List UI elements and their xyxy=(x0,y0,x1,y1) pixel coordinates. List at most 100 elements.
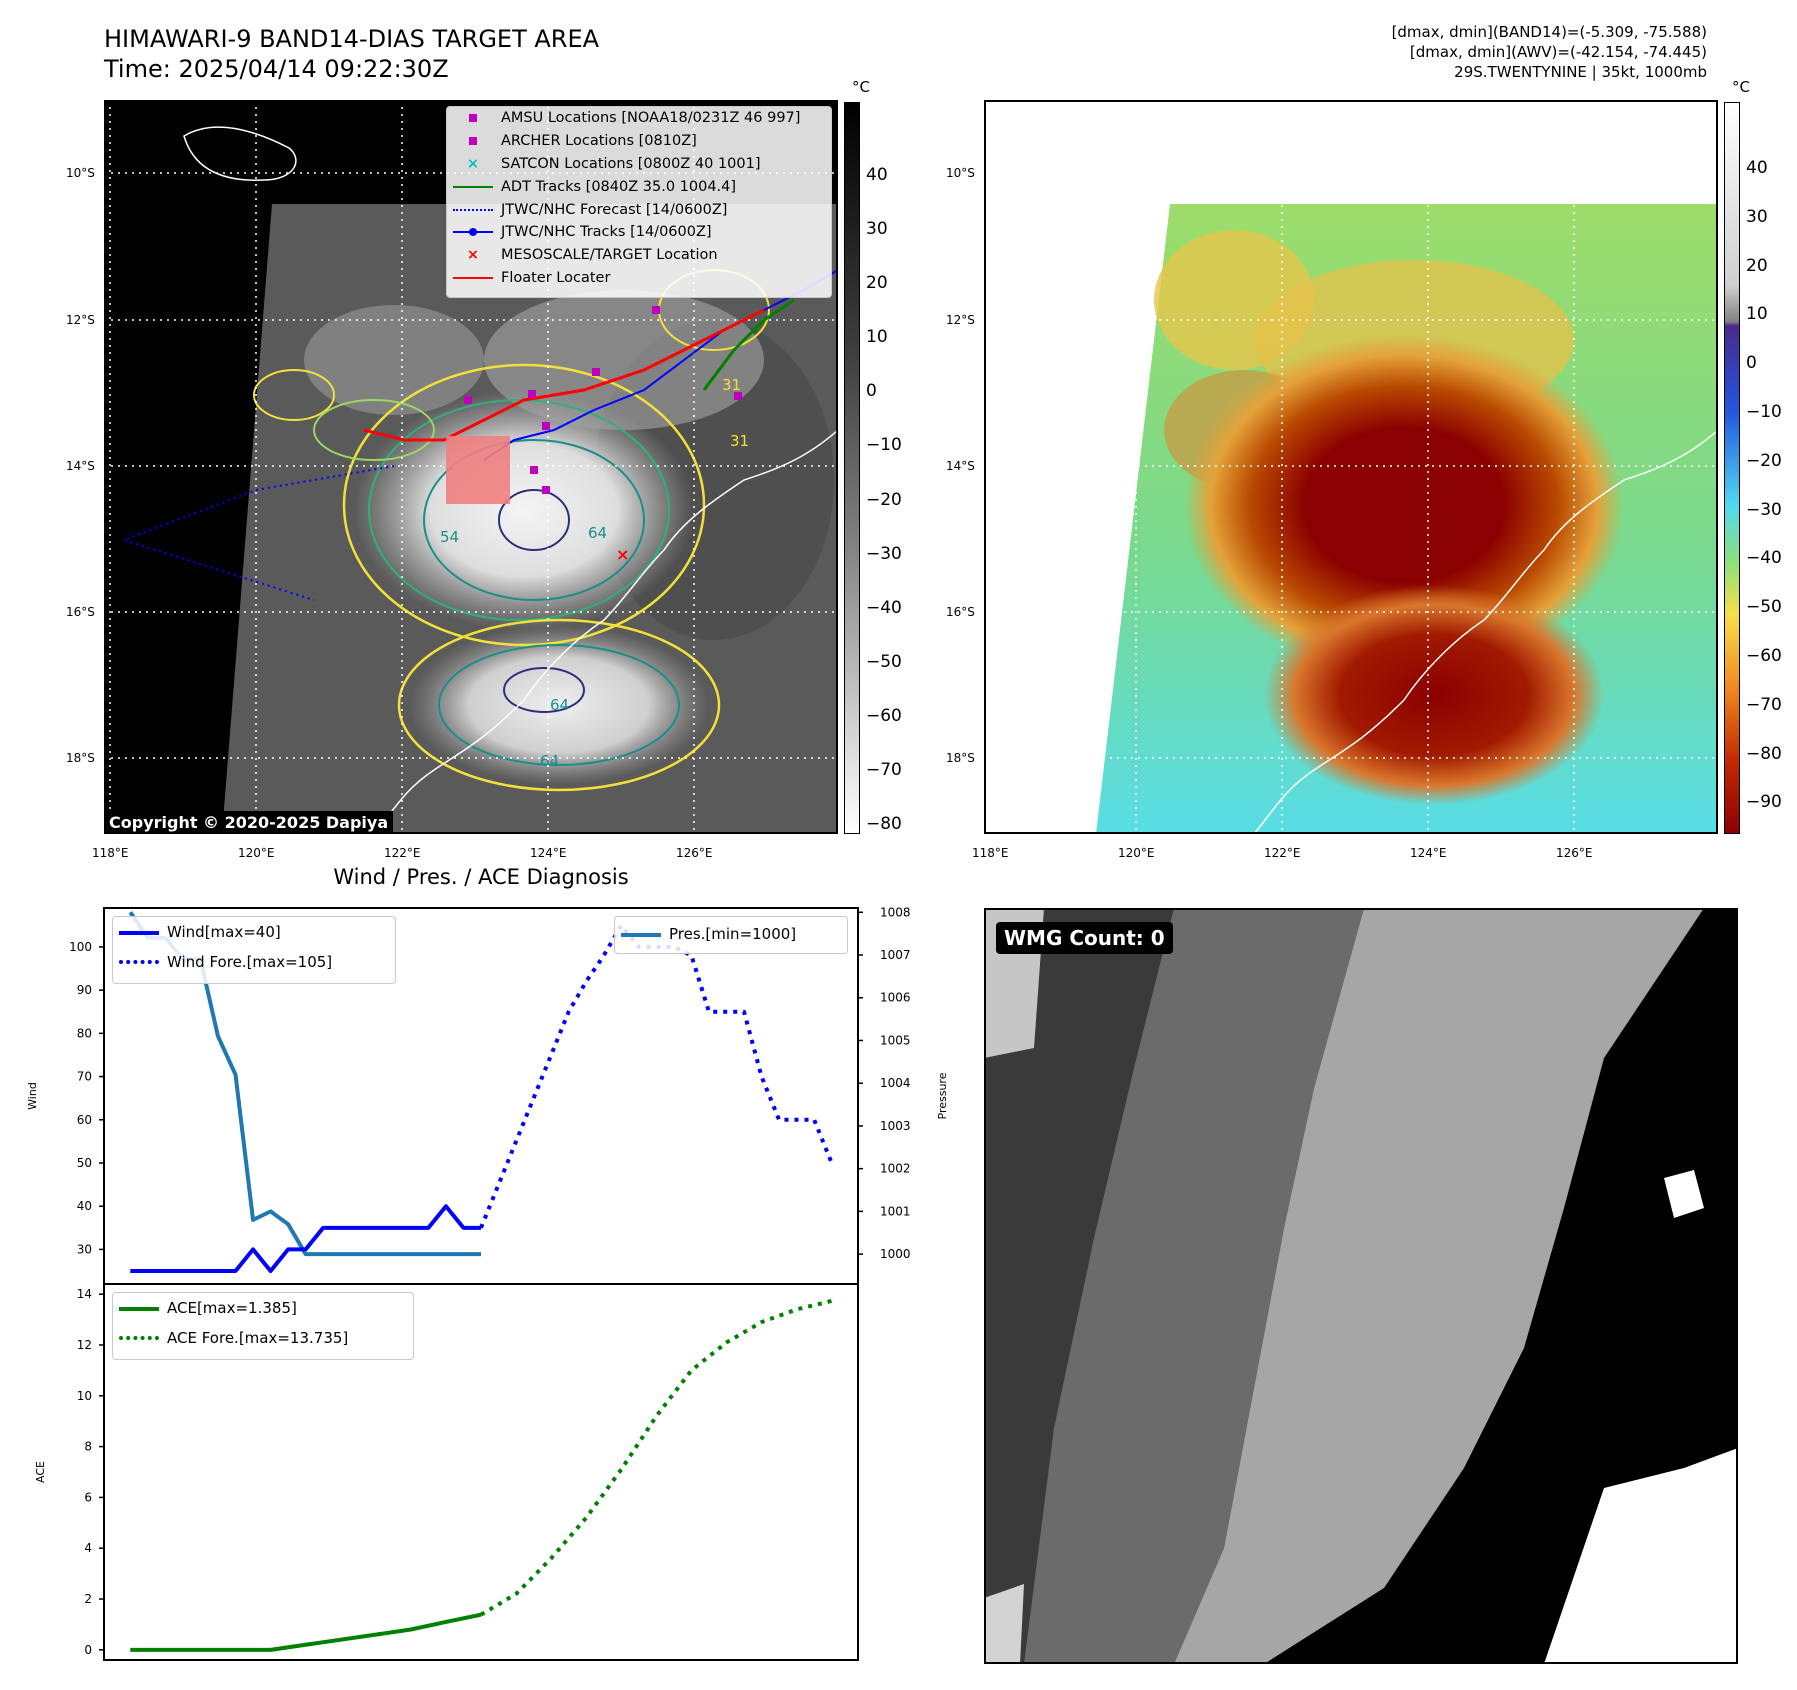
south-cloud xyxy=(409,625,709,785)
color-colorbar xyxy=(1724,102,1740,834)
legend-label: JTWC/NHC Forecast [14/0600Z] xyxy=(501,201,728,218)
legend-line-icon xyxy=(119,1301,159,1315)
australia-coastline xyxy=(1253,429,1719,835)
copyright-label: Copyright © 2020-2025 Dapiya xyxy=(104,811,394,834)
legend-item-ace-forecast: ACE Fore.[max=13.735] xyxy=(113,1323,413,1353)
ace-y-tick-label: 4 xyxy=(84,1541,92,1555)
legend-item-archer: ARCHER Locations [0810Z] xyxy=(447,130,831,153)
colorbar-tick: 30 xyxy=(1746,206,1768,227)
lat-label: 18°S xyxy=(946,751,975,765)
y-right-tick-label: 1002 xyxy=(880,1162,911,1176)
ace-legend: ACE[max=1.385] ACE Fore.[max=13.735] xyxy=(112,1292,414,1360)
ace-axis-label: ACE xyxy=(34,1461,47,1483)
legend-line-dot-icon xyxy=(453,225,493,239)
ace-y-tick-label: 0 xyxy=(84,1643,92,1657)
colorbar-tick: −30 xyxy=(866,543,902,564)
info-storm: 29S.TWENTYNINE | 35kt, 1000mb xyxy=(1454,63,1707,81)
south-cold-tops xyxy=(1264,585,1604,805)
legend-label: ADT Tracks [0840Z 35.0 1004.4] xyxy=(501,178,737,195)
contour-label: 64 xyxy=(540,752,559,770)
colorbar-tick: −40 xyxy=(866,597,902,618)
y-tick-label: 60 xyxy=(77,1113,92,1127)
pressure-legend: Pres.[min=1000] xyxy=(614,916,848,954)
contour-label: 31 xyxy=(730,432,749,450)
legend-dotted-icon xyxy=(119,955,159,969)
lon-label: 124°E xyxy=(530,846,567,860)
legend-x-icon: × xyxy=(466,155,480,172)
legend-square-icon xyxy=(453,111,493,125)
contour-label: 64 xyxy=(588,524,607,542)
legend-item-adt: ADT Tracks [0840Z 35.0 1004.4] xyxy=(447,175,831,198)
y-tick-label: 30 xyxy=(77,1242,92,1256)
y-right-tick-label: 1008 xyxy=(880,905,911,919)
lat-label: 12°S xyxy=(66,313,95,327)
colorbar-tick: −70 xyxy=(1746,694,1782,715)
lat-label: 10°S xyxy=(946,166,975,180)
lon-label: 126°E xyxy=(1556,846,1593,860)
colorbar-tick: 30 xyxy=(866,219,888,240)
colorbar-tick: 20 xyxy=(866,273,888,294)
wmg-count-label: WMG Count: 0 xyxy=(996,922,1173,954)
color-map xyxy=(984,100,1719,835)
amsu-archer-markers xyxy=(464,306,742,494)
storm-cloud-core xyxy=(354,390,694,630)
y-tick-label: 90 xyxy=(77,983,92,997)
contour-label: 54 xyxy=(440,528,459,546)
ace-y-tick-label: 14 xyxy=(77,1287,92,1301)
colorbar-tick: −20 xyxy=(1746,450,1782,471)
y-tick-label: 80 xyxy=(77,1026,92,1040)
figure-title: HIMAWARI-9 BAND14-DIAS TARGET AREA xyxy=(104,25,600,53)
legend-label: SATCON Locations [0800Z 40 1001] xyxy=(501,155,761,172)
info-awv: [dmax, dmin](AWV)=(-42.154, -74.445) xyxy=(1409,43,1707,61)
y-tick-label: 100 xyxy=(69,940,92,954)
colorbar-tick: −50 xyxy=(866,651,902,672)
adt-track xyxy=(702,298,795,391)
ace-y-tick-label: 6 xyxy=(84,1490,92,1504)
legend-item-satcon: × SATCON Locations [0800Z 40 1001] xyxy=(447,153,831,176)
ace-y-tick-label: 8 xyxy=(84,1440,92,1454)
y-right-tick-label: 1005 xyxy=(880,1033,911,1047)
lat-label: 12°S xyxy=(946,313,975,327)
ace-forecast-line xyxy=(479,1298,833,1617)
wind-legend: Wind[max=40] Wind Fore.[max=105] xyxy=(112,916,396,984)
colorbar-tick: 10 xyxy=(1746,304,1768,325)
legend-label: Pres.[min=1000] xyxy=(669,925,797,943)
wind-axis-label: Wind xyxy=(26,1082,39,1110)
lon-label: 120°E xyxy=(238,846,275,860)
chart-title: Wind / Pres. / ACE Diagnosis xyxy=(333,865,629,889)
colorbar-tick: −40 xyxy=(1746,548,1782,569)
target-area xyxy=(446,436,510,504)
wmg-image xyxy=(984,908,1738,1664)
wmg-frame xyxy=(984,908,1738,1664)
colorbar-tick: −20 xyxy=(866,489,902,510)
wmg-panel: WMG Count: 0 xyxy=(984,908,1738,1664)
legend-label: AMSU Locations [NOAA18/0231Z 46 997] xyxy=(501,110,801,127)
ir-map-panel: 54 64 64 64 31 31 × xyxy=(104,100,839,835)
lon-label: 118°E xyxy=(972,846,1009,860)
storm-info: [dmax, dmin](BAND14)=(-5.309, -75.588) [… xyxy=(1107,22,1707,82)
legend-label: ARCHER Locations [0810Z] xyxy=(501,133,697,150)
ace-plot-frame xyxy=(103,1283,859,1661)
colorbar-tick: −60 xyxy=(866,705,902,726)
legend-label: Wind[max=40] xyxy=(167,923,281,941)
colorbar-tick: −10 xyxy=(866,435,902,456)
color-colorbar-ticks: 40 30 20 10 0 −10 −20 −30 −40 −50 −60 −7… xyxy=(1746,144,1782,827)
ace-line xyxy=(130,1612,482,1652)
colorbar-tick: 40 xyxy=(866,165,888,185)
australia-coastline xyxy=(373,429,839,835)
color-map-panel xyxy=(984,100,1719,835)
y-right-tick-label: 1001 xyxy=(880,1204,911,1218)
ace-y-tick-label: 2 xyxy=(84,1592,92,1606)
legend-label: ACE Fore.[max=13.735] xyxy=(167,1329,349,1347)
info-band14: [dmax, dmin](BAND14)=(-5.309, -75.588) xyxy=(1391,23,1707,41)
colorbar-tick: 40 xyxy=(1746,158,1768,178)
y-right-tick-label: 1004 xyxy=(880,1076,911,1090)
legend-label: MESOSCALE/TARGET Location xyxy=(501,247,718,264)
colorbar-unit: °C xyxy=(852,78,870,96)
ir-colorbar xyxy=(844,102,860,834)
legend-line-icon xyxy=(621,927,661,941)
colorbar-tick: −70 xyxy=(866,760,902,781)
pressure-axis-label: Pressure xyxy=(936,1072,949,1119)
legend-label: JTWC/NHC Tracks [14/0600Z] xyxy=(501,224,712,241)
y-tick-label: 40 xyxy=(77,1199,92,1213)
